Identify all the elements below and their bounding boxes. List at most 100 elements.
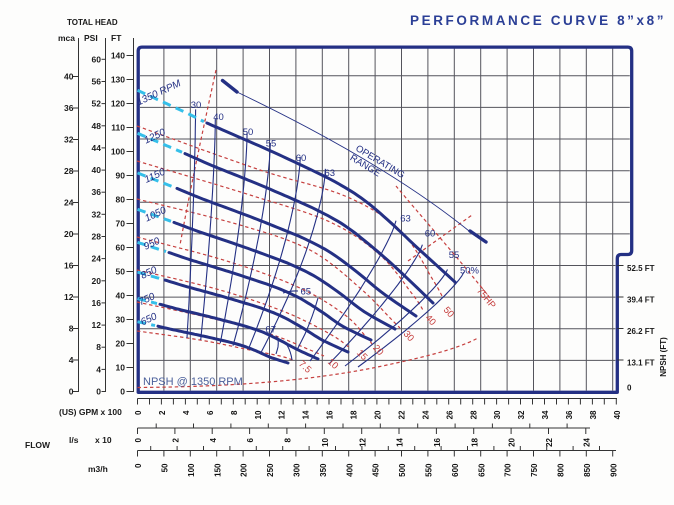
svg-text:40: 40: [613, 410, 622, 419]
svg-text:6: 6: [206, 410, 215, 415]
svg-text:16: 16: [64, 261, 74, 271]
svg-text:40: 40: [213, 112, 224, 123]
svg-text:32: 32: [517, 410, 526, 419]
svg-text:700: 700: [504, 463, 513, 477]
svg-text:24: 24: [582, 437, 591, 446]
svg-text:400: 400: [345, 463, 354, 477]
svg-text:450: 450: [372, 463, 381, 477]
svg-text:30: 30: [191, 100, 202, 111]
svg-text:4: 4: [69, 355, 74, 365]
svg-text:38: 38: [589, 410, 598, 419]
svg-text:FT: FT: [111, 33, 122, 43]
svg-text:20: 20: [508, 437, 517, 446]
svg-text:14: 14: [396, 437, 405, 446]
svg-text:2: 2: [172, 437, 181, 442]
svg-text:36: 36: [64, 103, 74, 113]
svg-text:2: 2: [158, 410, 167, 415]
svg-text:60: 60: [296, 153, 307, 164]
svg-text:mca: mca: [58, 33, 75, 43]
svg-text:120: 120: [111, 99, 125, 109]
svg-text:4: 4: [209, 437, 218, 442]
svg-text:4: 4: [96, 364, 101, 374]
svg-text:39.4 FT: 39.4 FT: [627, 295, 655, 304]
svg-text:100: 100: [187, 463, 196, 477]
svg-text:200: 200: [240, 463, 249, 477]
svg-text:30: 30: [116, 315, 126, 325]
svg-text:40: 40: [92, 165, 102, 175]
svg-text:67: 67: [265, 325, 276, 336]
svg-text:750: 750: [530, 463, 539, 477]
svg-text:50: 50: [161, 463, 170, 472]
svg-text:50%: 50%: [460, 266, 480, 277]
svg-text:NPSH (FT): NPSH (FT): [659, 337, 668, 377]
svg-text:FLOW: FLOW: [25, 440, 51, 450]
svg-text:16: 16: [326, 410, 335, 419]
svg-text:18: 18: [470, 437, 479, 446]
svg-text:0: 0: [134, 463, 143, 468]
svg-text:8: 8: [69, 324, 74, 334]
svg-text:63: 63: [400, 214, 411, 225]
svg-text:20: 20: [92, 276, 102, 286]
svg-text:900: 900: [609, 463, 618, 477]
svg-text:0: 0: [134, 410, 143, 415]
svg-text:10: 10: [321, 437, 330, 446]
svg-text:800: 800: [557, 463, 566, 477]
svg-text:24: 24: [421, 410, 430, 419]
svg-text:60: 60: [425, 229, 436, 240]
svg-text:6: 6: [246, 437, 255, 442]
svg-text:m3/h: m3/h: [88, 464, 108, 474]
svg-text:44: 44: [92, 143, 102, 153]
svg-text:140: 140: [111, 51, 125, 61]
svg-text:60: 60: [92, 54, 102, 64]
svg-text:52: 52: [92, 99, 102, 109]
svg-text:850: 850: [583, 463, 592, 477]
svg-text:10: 10: [254, 410, 263, 419]
svg-text:NPSH @ 1350 RPM: NPSH @ 1350 RPM: [143, 376, 243, 388]
svg-text:48: 48: [92, 121, 102, 131]
svg-text:40: 40: [64, 72, 74, 82]
svg-text:28: 28: [64, 166, 74, 176]
svg-text:36: 36: [92, 187, 102, 197]
svg-text:0: 0: [134, 437, 143, 442]
svg-text:0: 0: [69, 387, 74, 397]
svg-text:12: 12: [64, 292, 74, 302]
svg-text:34: 34: [541, 410, 550, 419]
svg-text:80: 80: [116, 195, 126, 205]
svg-text:28: 28: [92, 232, 102, 242]
svg-text:(US) GPM x 100: (US) GPM x 100: [59, 407, 122, 417]
svg-text:10: 10: [116, 363, 126, 373]
svg-text:4: 4: [182, 410, 191, 415]
svg-text:28: 28: [469, 410, 478, 419]
svg-text:PERFORMANCE CURVE 8”x8”: PERFORMANCE CURVE 8”x8”: [410, 13, 666, 28]
svg-text:8: 8: [96, 342, 101, 352]
svg-text:500: 500: [398, 463, 407, 477]
svg-text:350: 350: [319, 463, 328, 477]
svg-text:22: 22: [545, 437, 554, 446]
svg-text:8: 8: [284, 437, 293, 442]
svg-text:12: 12: [92, 320, 102, 330]
svg-text:8: 8: [230, 410, 239, 415]
svg-text:16: 16: [92, 298, 102, 308]
svg-text:20: 20: [64, 229, 74, 239]
svg-text:24: 24: [92, 254, 102, 264]
svg-text:x 10: x 10: [95, 435, 112, 445]
svg-text:600: 600: [451, 463, 460, 477]
svg-text:l/s: l/s: [69, 435, 79, 445]
svg-text:63: 63: [325, 168, 336, 179]
svg-text:12: 12: [358, 437, 367, 446]
svg-text:0: 0: [627, 384, 632, 393]
svg-text:650: 650: [477, 463, 486, 477]
svg-text:40: 40: [116, 291, 126, 301]
svg-text:60: 60: [116, 243, 126, 253]
svg-text:TOTAL HEAD: TOTAL HEAD: [67, 18, 118, 27]
svg-text:300: 300: [293, 463, 302, 477]
svg-text:36: 36: [565, 410, 574, 419]
svg-text:26: 26: [445, 410, 454, 419]
svg-text:55: 55: [449, 250, 460, 261]
svg-text:12: 12: [278, 410, 287, 419]
svg-text:22: 22: [397, 410, 406, 419]
svg-text:32: 32: [64, 135, 74, 145]
svg-text:50: 50: [116, 267, 126, 277]
svg-text:18: 18: [350, 410, 359, 419]
svg-text:0: 0: [120, 387, 125, 397]
